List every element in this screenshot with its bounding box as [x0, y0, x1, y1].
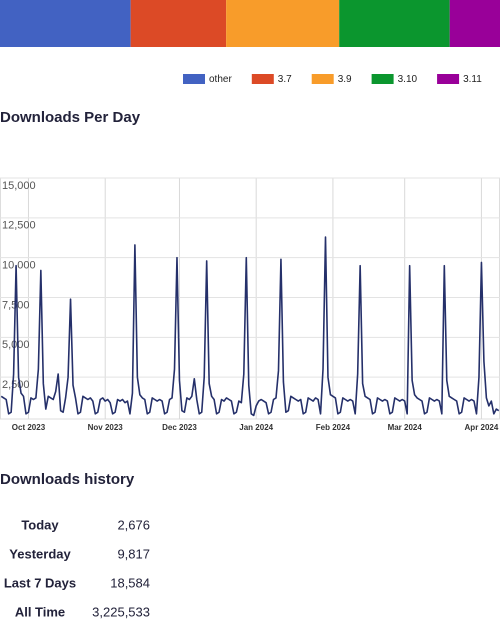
section-title: Downloads history [0, 471, 135, 488]
legend-swatch [183, 74, 205, 84]
legend-label: 3.11 [463, 74, 482, 85]
row-label: Last 7 Days [4, 575, 76, 590]
bar-segment [339, 0, 450, 47]
legend-label: 3.7 [278, 74, 292, 85]
legend-label: 3.9 [338, 74, 352, 85]
bar-segment [226, 0, 340, 47]
row-label: Yesterday [9, 546, 71, 561]
bar-segment [449, 0, 500, 47]
x-tick-label: Dec 2023 [162, 423, 197, 432]
x-tick-label: Apr 2024 [465, 423, 499, 432]
x-tick-label: Feb 2024 [316, 423, 351, 432]
x-tick-label: Nov 2023 [88, 423, 124, 432]
legend-label: 3.10 [398, 74, 418, 85]
legend-swatch [311, 74, 334, 84]
x-tick-label: Jan 2024 [239, 423, 273, 432]
y-tick-label: 5,000 [2, 339, 30, 351]
y-tick-label: 12,500 [2, 220, 36, 232]
row-value: 18,584 [110, 575, 150, 590]
x-tick-label: Mar 2024 [388, 423, 423, 432]
legend-label: other [209, 74, 232, 85]
legend-swatch [371, 74, 394, 84]
row-label: All Time [15, 604, 65, 619]
bar-segment [130, 0, 227, 47]
row-value: 3,225,533 [92, 604, 150, 619]
y-tick-label: 10,000 [2, 260, 36, 272]
y-tick-label: 2,500 [2, 379, 30, 391]
row-label: Today [21, 517, 59, 532]
x-tick-label: Oct 2023 [12, 423, 46, 432]
line-series [0, 236, 500, 417]
row-value: 9,817 [117, 546, 150, 561]
legend-swatch [251, 74, 274, 84]
plot-area [0, 177, 500, 420]
bar-segment [0, 0, 131, 47]
legend-swatch [437, 74, 460, 84]
row-value: 2,676 [117, 517, 150, 532]
y-tick-label: 15,000 [2, 180, 36, 192]
chart-title: Downloads Per Day [0, 109, 141, 126]
